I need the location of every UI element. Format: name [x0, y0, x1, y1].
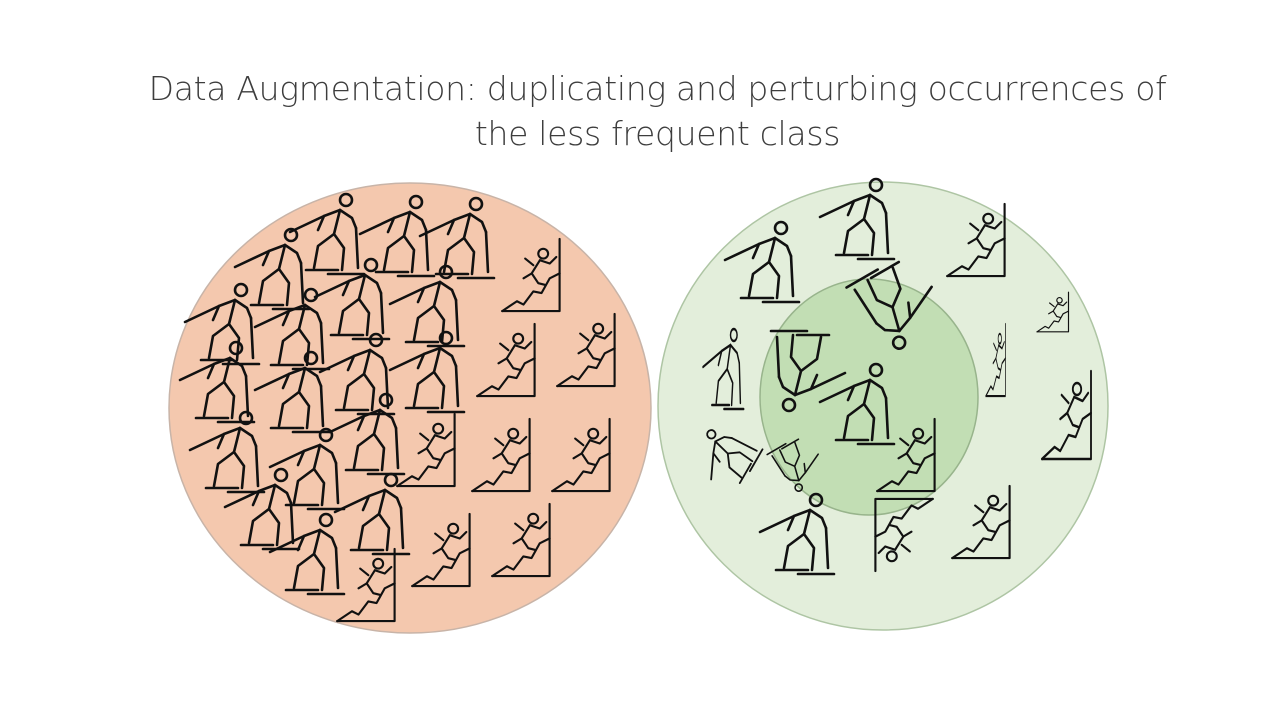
title-line-2: the less frequent class — [474, 114, 841, 153]
title-line-1: Data Augmentation: duplicating and pertu… — [148, 69, 1167, 108]
slide-title: Data Augmentation: duplicating and pertu… — [140, 66, 1175, 156]
left-class-circle-group — [168, 182, 652, 634]
right-class-circle-group — [657, 177, 1109, 631]
right-inner-circle — [759, 278, 979, 516]
